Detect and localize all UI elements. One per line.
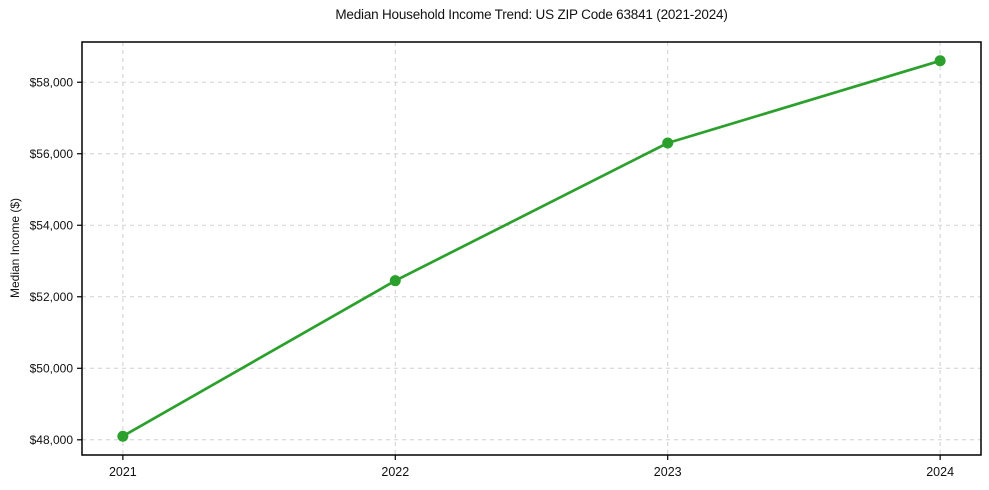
x-tick-label: 2021 [109,465,137,479]
y-axis-label: Median Income ($) [8,197,22,299]
x-tick-label: 2022 [381,465,409,479]
trend-line [121,59,942,438]
y-tick-label: $52,000 [30,290,74,304]
x-tick-label: 2023 [654,465,682,479]
y-tick-label: $58,000 [30,75,74,89]
data-point-marker [117,430,129,442]
chart-title: Median Household Income Trend: US ZIP Co… [335,7,728,22]
y-tick-label: $54,000 [30,218,74,232]
data-point-marker [662,137,674,149]
data-point-marker [934,55,946,67]
data-point-marker [389,275,401,287]
y-tick-label: $50,000 [30,361,74,375]
plot-border [81,41,982,456]
x-tick-label: 2024 [926,465,954,479]
y-tick-label: $56,000 [30,147,74,161]
y-tick-label: $48,000 [30,433,74,447]
